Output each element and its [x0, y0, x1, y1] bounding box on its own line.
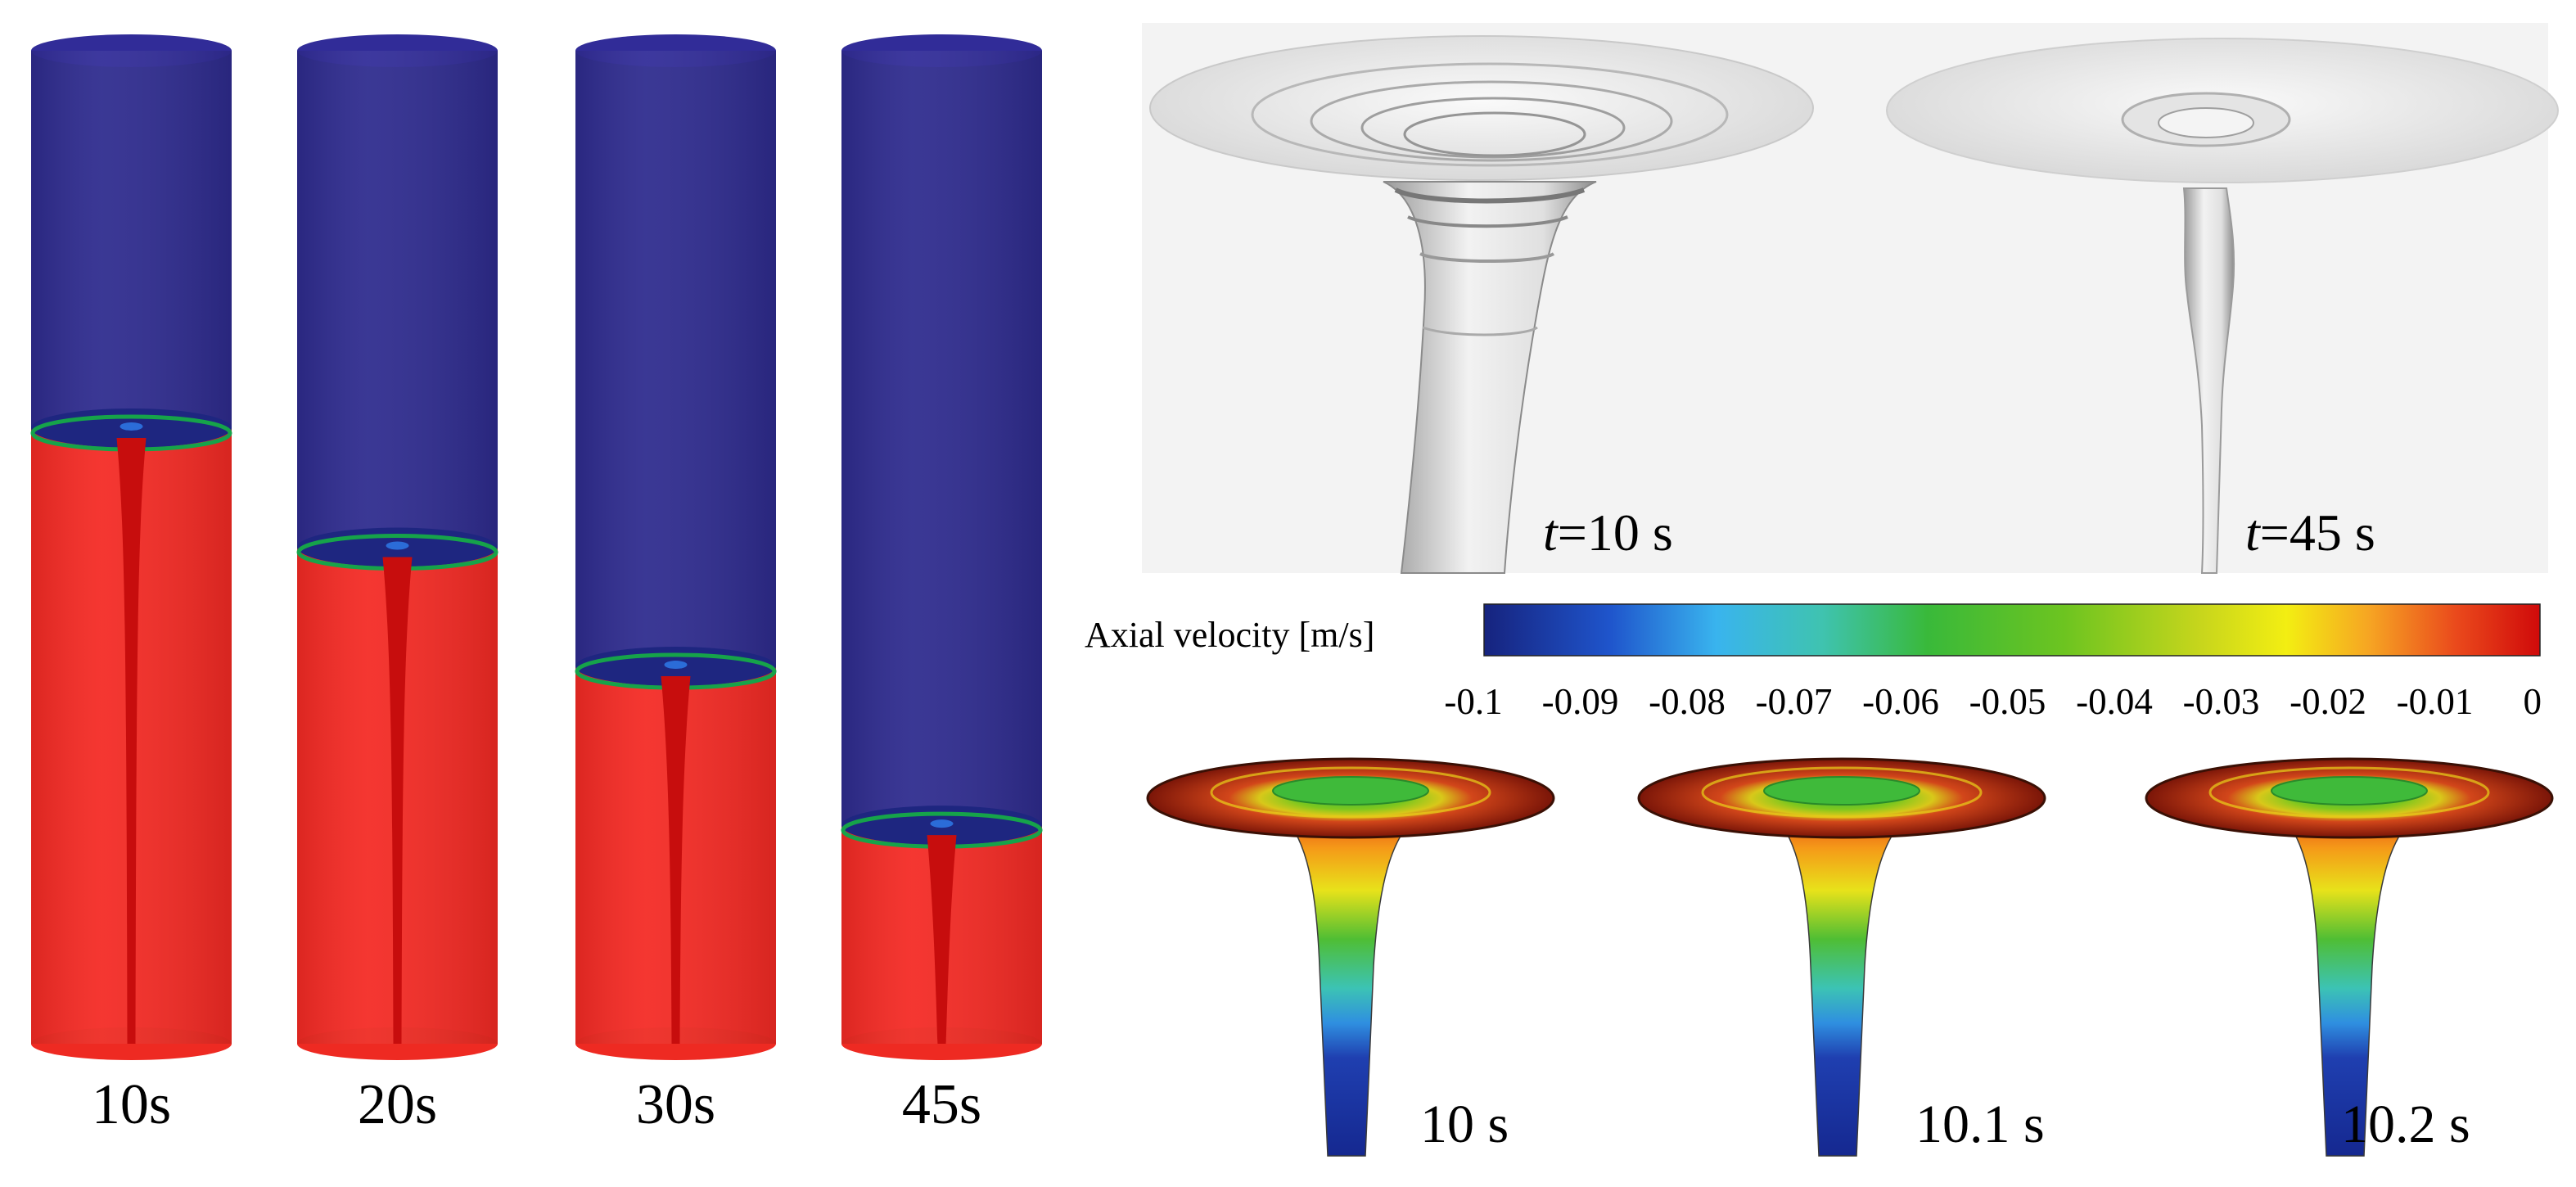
vortex-funnel-band	[1394, 187, 1586, 204]
vortex-core	[661, 676, 691, 1044]
cylinder-30s: 30s	[575, 34, 777, 1136]
free-surface-disk	[1149, 35, 1814, 181]
vortex-core-thin	[2182, 187, 2235, 574]
surface-view-panel: t=10 s t=45 s	[1142, 23, 2559, 574]
cylinder-time-label: 20s	[358, 1073, 437, 1136]
colorbar-tick-label: -0.04	[2076, 681, 2153, 722]
vortex-funnel-colored	[2267, 806, 2432, 1157]
vortex-view-10.1s: 10.1 s	[1637, 757, 2046, 1157]
colorbar-tick-label: -0.06	[1862, 681, 1939, 722]
cylinder-time-label: 30s	[636, 1073, 715, 1136]
time-label-surface-10s: t=10 s	[1543, 503, 1673, 562]
vortex-time-label: 10 s	[1420, 1094, 1509, 1154]
vortex-view-10s: 10 s	[1146, 757, 1555, 1157]
free-surface-center	[1763, 776, 1920, 806]
free-surface-ring	[1701, 766, 1983, 819]
vortex-view-group: 10 s 10.1 s 10.2 s	[1146, 757, 2554, 1157]
colorbar-tick-label: -0.1	[1444, 681, 1502, 722]
vortex-funnel-colored	[1268, 806, 1433, 1157]
colorbar: Axial velocity [m/s] -0.1 -0.09 -0.08 -0.07…	[1085, 603, 2542, 722]
vortex-dimple	[664, 661, 688, 670]
vortex-funnel-band	[1419, 252, 1555, 263]
vortex-funnel-band	[1407, 215, 1568, 228]
surface-view-10s: t=10 s	[1149, 35, 1814, 574]
colorbar-tick-label: -0.01	[2397, 681, 2474, 722]
vortex-dimple	[386, 541, 409, 550]
colorbar-gradient	[1483, 603, 2541, 657]
free-surface-ring	[1251, 62, 1729, 167]
cylinder-10s: 10s	[30, 34, 232, 1136]
cylinder-20s: 20s	[296, 34, 499, 1136]
colorbar-tick-label: -0.08	[1649, 681, 1726, 722]
vortex-dimple	[930, 819, 954, 828]
vortex-funnel-band	[1422, 326, 1538, 336]
colorbar-title: Axial velocity [m/s]	[1085, 615, 1374, 655]
free-surface-ring	[1360, 97, 1626, 159]
free-surface-ring	[1210, 766, 1491, 819]
cylinder-time-label: 10s	[92, 1073, 171, 1136]
free-surface-center	[2271, 776, 2428, 806]
free-surface-ring	[2208, 766, 2490, 819]
colorbar-tick-label: -0.07	[1756, 681, 1833, 722]
colorbar-tick-label: 0	[2524, 681, 2542, 722]
colorbar-ticks: -0.1 -0.09 -0.08 -0.07 -0.06 -0.05 -0.04 -0.03-…	[1444, 681, 2542, 722]
vortex-time-label: 10.2 s	[2341, 1094, 2470, 1154]
vortex-view-10.2s: 10.2 s	[2145, 757, 2554, 1157]
time-label-surface-45s: t=45 s	[2245, 503, 2375, 562]
vortex-funnel-colored	[1759, 806, 1924, 1157]
colorbar-tick-label: -0.02	[2290, 681, 2366, 722]
vortex-core	[116, 437, 147, 1044]
colorbar-tick-label: -0.05	[1969, 681, 2046, 722]
cylinder-45s: 45s	[841, 34, 1043, 1136]
colorbar-tick-label: -0.09	[1542, 681, 1619, 722]
vortex-time-label: 10.1 s	[1915, 1094, 2045, 1154]
colorbar-tick-label: -0.03	[2183, 681, 2260, 722]
cylinder-time-label: 45s	[902, 1073, 981, 1136]
vortex-funnel	[1383, 181, 1597, 574]
vortex-core	[927, 835, 957, 1044]
free-surface-ring	[1310, 80, 1673, 162]
free-surface-center	[1272, 776, 1429, 806]
vortex-core	[382, 557, 413, 1044]
surface-view-45s: t=45 s	[1886, 38, 2559, 574]
free-surface-dimple	[2158, 107, 2254, 138]
free-surface-ring	[1403, 111, 1586, 157]
cylinder-group: 10s 20s 30s 45s	[30, 34, 1043, 1136]
vortex-dimple	[120, 422, 143, 431]
